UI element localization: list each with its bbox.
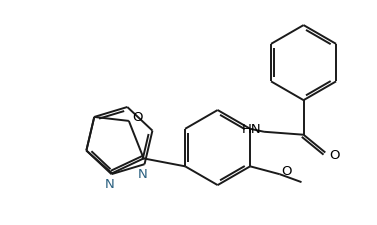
Text: HN: HN xyxy=(241,123,261,136)
Text: O: O xyxy=(329,149,340,162)
Text: O: O xyxy=(282,165,292,178)
Text: N: N xyxy=(138,168,147,181)
Text: N: N xyxy=(105,178,115,191)
Text: O: O xyxy=(132,111,142,124)
